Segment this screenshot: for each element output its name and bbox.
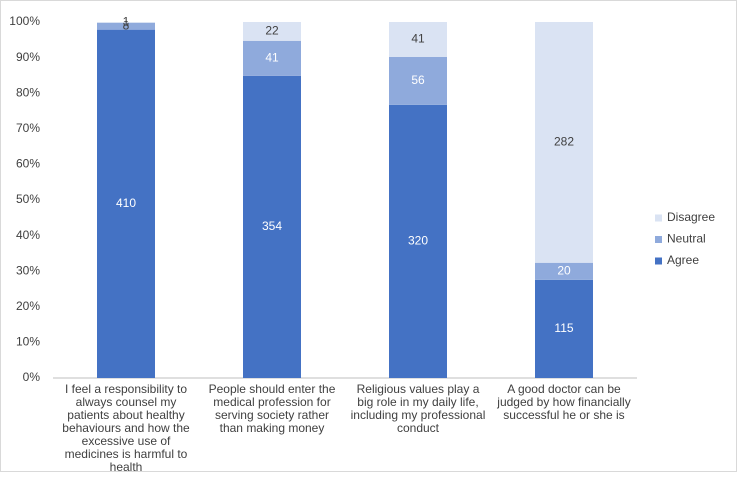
legend-label: Disagree: [667, 210, 715, 224]
bar-segment: [97, 22, 155, 30]
y-tick-label: 40%: [16, 228, 40, 242]
x-tick-label: Religious values play a big role in my d…: [350, 382, 486, 435]
bar-segment: [389, 57, 447, 105]
data-label: 1: [123, 15, 130, 29]
data-label: 41: [411, 32, 425, 46]
bar-segment: [243, 22, 301, 41]
y-tick-label: 60%: [16, 157, 40, 171]
data-label: 320: [408, 234, 428, 248]
bar-segment: [97, 29, 155, 378]
y-tick-label: 50%: [16, 192, 40, 206]
bar-segment: [243, 40, 301, 76]
data-label: 115: [554, 321, 573, 335]
legend-swatch: [655, 214, 662, 222]
legend-swatch: [655, 257, 662, 265]
bar-segment: [535, 262, 593, 280]
data-label: 8: [123, 18, 130, 32]
x-tick-label: A good doctor can be judged by how finan…: [497, 382, 631, 422]
data-label: 282: [554, 135, 574, 149]
legend-label: Agree: [667, 253, 699, 267]
data-label: 20: [557, 263, 571, 277]
x-tick-label: I feel a responsibility to always counse…: [62, 382, 190, 474]
y-tick-label: 80%: [16, 85, 40, 99]
legend-swatch: [655, 236, 662, 243]
y-tick-label: 20%: [16, 299, 40, 313]
y-tick-label: 70%: [16, 121, 40, 135]
bar-segment: [535, 279, 593, 378]
legend-label: Neutral: [667, 232, 706, 246]
y-tick-label: 30%: [16, 263, 40, 277]
data-label: 354: [262, 219, 282, 233]
bar-segment: [535, 22, 593, 263]
data-label: 410: [116, 196, 136, 210]
y-tick-label: 0%: [23, 370, 41, 384]
y-tick-label: 90%: [16, 50, 40, 64]
x-tick-label: People should enter the medical professi…: [208, 382, 336, 435]
data-label: 41: [265, 50, 279, 64]
data-label: 56: [411, 73, 425, 87]
data-label: 22: [265, 24, 279, 38]
bar-segment: [389, 22, 447, 58]
bar-segment: [97, 22, 155, 23]
bar-segment: [243, 75, 301, 378]
y-tick-label: 100%: [9, 14, 40, 28]
y-tick-label: 10%: [16, 335, 40, 349]
bar-segment: [389, 104, 447, 379]
